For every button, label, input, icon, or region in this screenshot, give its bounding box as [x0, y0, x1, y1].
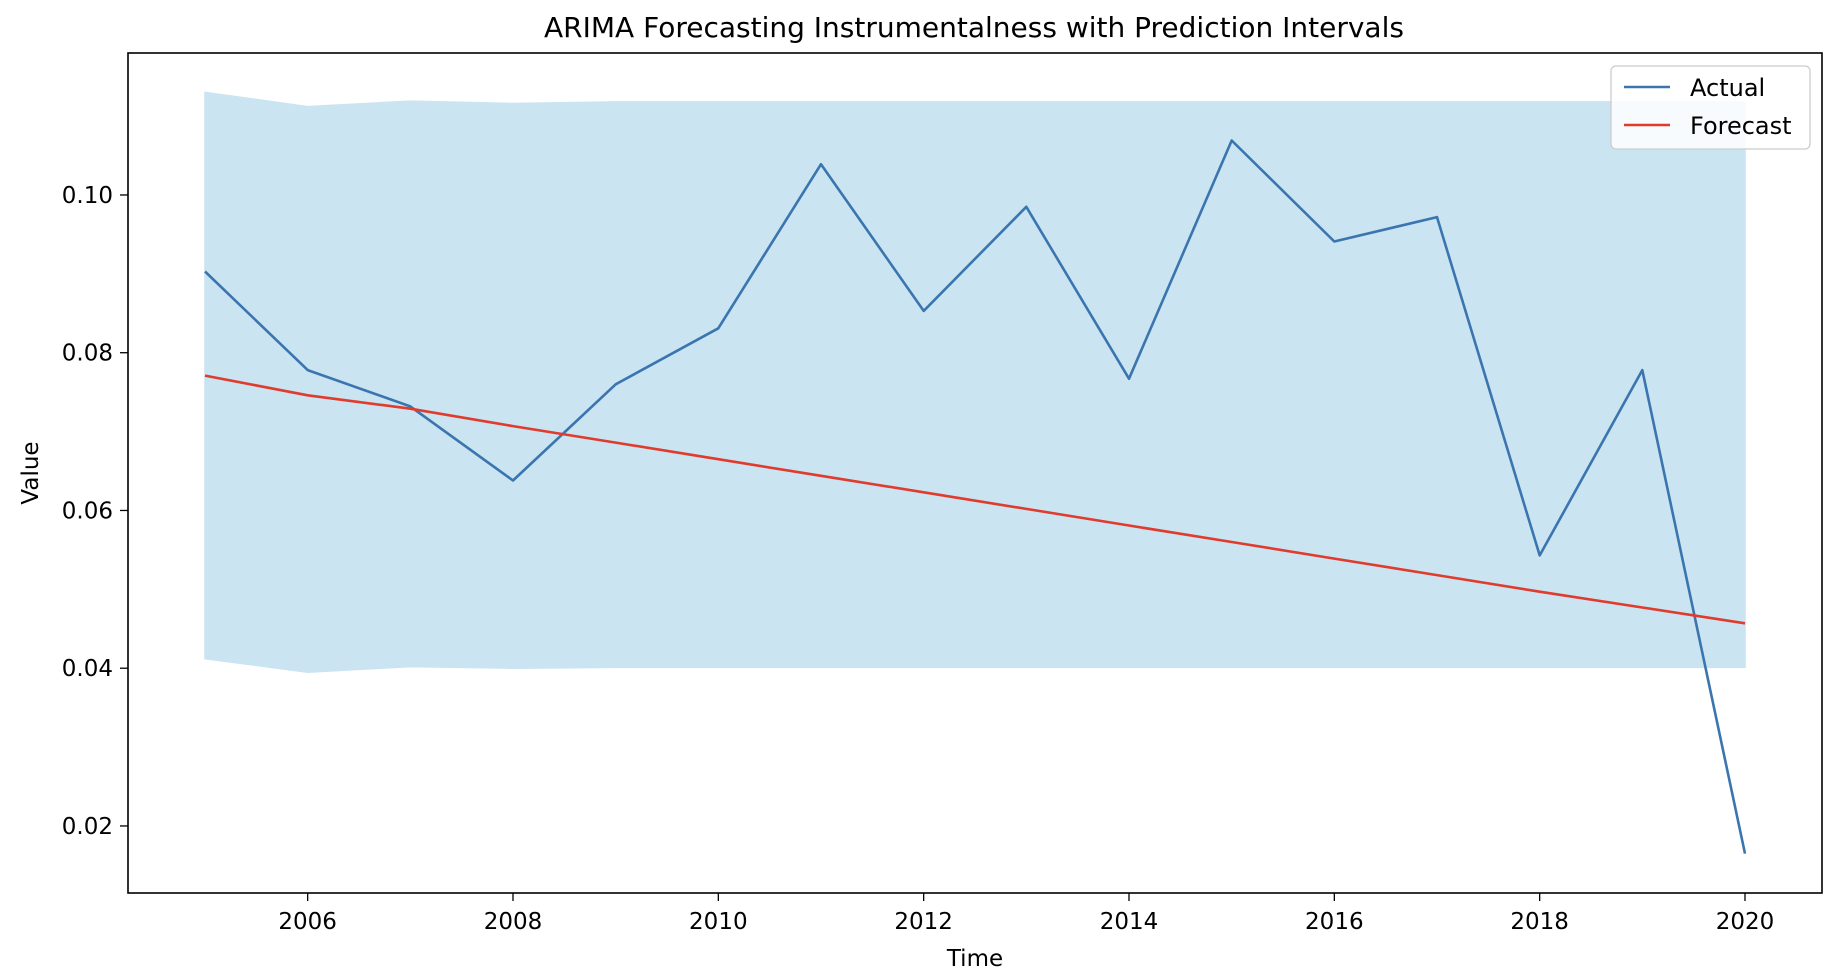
prediction-interval-band	[204, 91, 1746, 673]
legend-label-forecast: Forecast	[1690, 112, 1792, 140]
y-tick-label: 0.10	[62, 183, 113, 209]
y-tick-label: 0.06	[62, 498, 113, 524]
x-tick-label: 2006	[278, 909, 337, 935]
x-tick-label: 2016	[1305, 909, 1364, 935]
x-tick-label: 2018	[1510, 909, 1569, 935]
y-tick-label: 0.08	[62, 341, 113, 367]
legend: Actual Forecast	[1610, 65, 1811, 150]
chart-title: ARIMA Forecasting Instrumentalness with …	[544, 11, 1404, 44]
y-axis-title: Value	[18, 441, 44, 504]
y-tick-label: 0.04	[62, 656, 113, 682]
x-tick-label: 2014	[1100, 909, 1159, 935]
series-line-forecast	[204, 374, 1746, 625]
plot-frame	[127, 52, 1823, 894]
legend-label-actual: Actual	[1690, 74, 1765, 102]
x-tick-label: 2008	[484, 909, 543, 935]
x-axis: 2006 2008 2010 2012 2014 2016 2018 2020	[278, 893, 1774, 935]
x-tick-label: 2012	[894, 909, 953, 935]
y-axis: 0.02 0.04 0.06 0.08 0.10	[62, 183, 128, 840]
x-axis-title: Time	[946, 946, 1003, 972]
y-tick-label: 0.02	[62, 814, 113, 840]
x-tick-label: 2020	[1716, 909, 1775, 935]
plot-area	[204, 91, 1747, 854]
series-line-actual	[204, 139, 1747, 854]
x-tick-label: 2010	[689, 909, 748, 935]
